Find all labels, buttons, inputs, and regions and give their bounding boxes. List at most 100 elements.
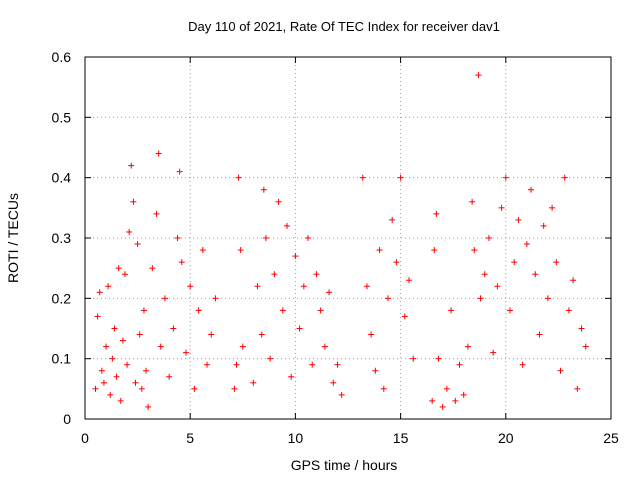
data-point <box>96 289 103 296</box>
data-point <box>103 343 110 350</box>
data-point <box>490 349 497 356</box>
data-point <box>330 379 337 386</box>
data-point <box>481 271 488 278</box>
data-point <box>431 247 438 254</box>
data-point <box>292 253 299 260</box>
data-point <box>380 385 387 392</box>
data-point <box>393 259 400 266</box>
data-point <box>136 331 143 338</box>
data-point <box>401 313 408 320</box>
data-point <box>237 247 244 254</box>
data-point <box>528 186 535 193</box>
data-point <box>317 307 324 314</box>
y-tick-label: 0.1 <box>52 351 72 367</box>
data-point <box>113 373 120 380</box>
data-point <box>498 204 505 211</box>
data-point <box>549 204 556 211</box>
data-point <box>511 259 518 266</box>
data-point <box>111 325 118 332</box>
data-point <box>100 379 107 386</box>
data-point <box>485 235 492 241</box>
y-tick-label: 0.6 <box>52 49 72 65</box>
data-point <box>107 391 114 398</box>
data-point <box>376 247 383 254</box>
data-point <box>233 361 240 368</box>
data-point <box>212 295 219 302</box>
data-point <box>384 295 391 302</box>
data-point <box>519 361 526 368</box>
data-point <box>239 343 246 350</box>
data-point <box>523 241 530 248</box>
data-point <box>275 198 282 205</box>
data-point <box>574 385 581 392</box>
data-point <box>313 271 320 278</box>
data-point <box>338 391 345 398</box>
chart-title: Day 110 of 2021, Rate Of TEC Index for r… <box>188 19 500 34</box>
data-point <box>130 198 137 205</box>
data-point <box>231 385 238 392</box>
data-point <box>460 391 467 398</box>
data-point <box>397 174 404 181</box>
data-point <box>372 367 379 374</box>
data-point <box>105 283 112 290</box>
axis-ticks <box>84 56 612 420</box>
data-point <box>166 373 173 380</box>
data-point <box>561 174 568 181</box>
data-point <box>429 397 436 404</box>
data-point <box>452 397 459 404</box>
data-point <box>363 283 370 290</box>
data-point <box>334 361 341 368</box>
y-tick-label: 0.2 <box>52 290 72 306</box>
data-point <box>134 241 141 248</box>
y-axis-label: ROTI / TECUs <box>5 193 21 283</box>
data-point <box>578 325 585 332</box>
data-point <box>208 331 215 338</box>
data-point <box>94 313 101 320</box>
data-point <box>170 325 177 332</box>
data-point <box>271 271 278 278</box>
data-point <box>98 367 105 374</box>
data-point <box>464 343 471 350</box>
data-points <box>92 72 589 410</box>
x-tick-label: 15 <box>393 430 409 446</box>
data-point <box>204 361 211 368</box>
data-point <box>359 174 366 181</box>
data-point <box>182 349 189 356</box>
data-point <box>109 355 116 362</box>
data-point <box>140 307 147 314</box>
data-point <box>557 367 564 374</box>
data-point <box>448 307 455 314</box>
data-point <box>126 228 133 235</box>
data-point <box>161 295 168 302</box>
data-point <box>456 361 463 368</box>
data-point <box>174 235 181 241</box>
data-point <box>305 235 312 241</box>
data-point <box>300 283 307 290</box>
data-point <box>235 174 242 181</box>
data-point <box>195 307 202 314</box>
data-point <box>582 343 589 350</box>
data-point <box>267 355 274 362</box>
x-axis-label: GPS time / hours <box>291 457 398 473</box>
data-point <box>515 216 522 223</box>
data-point <box>254 283 261 290</box>
data-point <box>296 325 303 332</box>
x-tick-label: 5 <box>186 430 194 446</box>
data-point <box>157 343 164 350</box>
data-point <box>326 289 333 296</box>
x-tick-label: 25 <box>603 430 619 446</box>
data-point <box>443 385 450 392</box>
data-point <box>471 247 478 254</box>
plot-frame <box>84 56 612 420</box>
data-point <box>532 271 539 278</box>
y-tick-labels: 0 0.1 0.2 0.3 0.4 0.5 0.6 <box>52 49 72 427</box>
data-point <box>92 385 99 392</box>
y-tick-label: 0.5 <box>52 109 72 125</box>
data-point <box>262 235 269 241</box>
data-point <box>469 198 476 205</box>
grid-lines <box>85 57 611 419</box>
data-point <box>178 259 185 266</box>
data-point <box>121 271 128 278</box>
data-point <box>502 174 509 181</box>
data-point <box>570 277 577 284</box>
